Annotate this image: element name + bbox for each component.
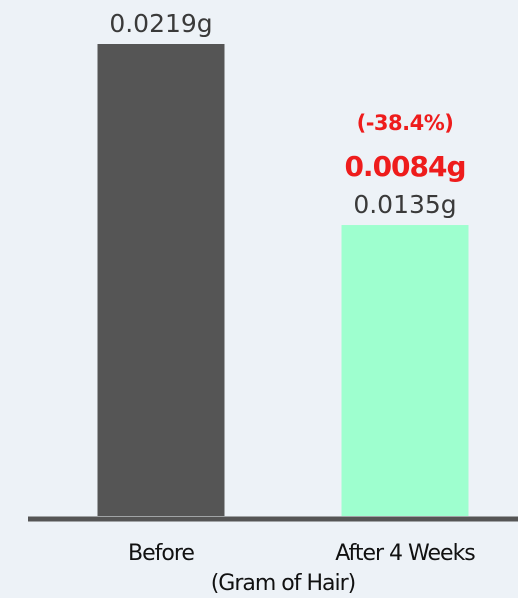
category-label-after-4-weeks: After 4 Weeks bbox=[335, 541, 475, 566]
value-label-after-4-weeks: 0.0135g bbox=[353, 190, 456, 219]
bars bbox=[97, 44, 469, 517]
category-label-before: Before bbox=[128, 541, 194, 566]
bar-after-4-weeks bbox=[341, 225, 469, 517]
value-label-before: 0.0219g bbox=[109, 9, 212, 38]
x-axis-title: (Gram of Hair) bbox=[211, 571, 356, 596]
bar-before bbox=[97, 44, 225, 516]
percent-change-label: (-38.4%) bbox=[357, 111, 454, 135]
difference-label: 0.0084g bbox=[344, 150, 465, 183]
category-labels: Before After 4 Weeks bbox=[128, 541, 476, 566]
value-labels: 0.0219g 0.0135g 0.0084g (-38.4%) bbox=[109, 9, 466, 219]
